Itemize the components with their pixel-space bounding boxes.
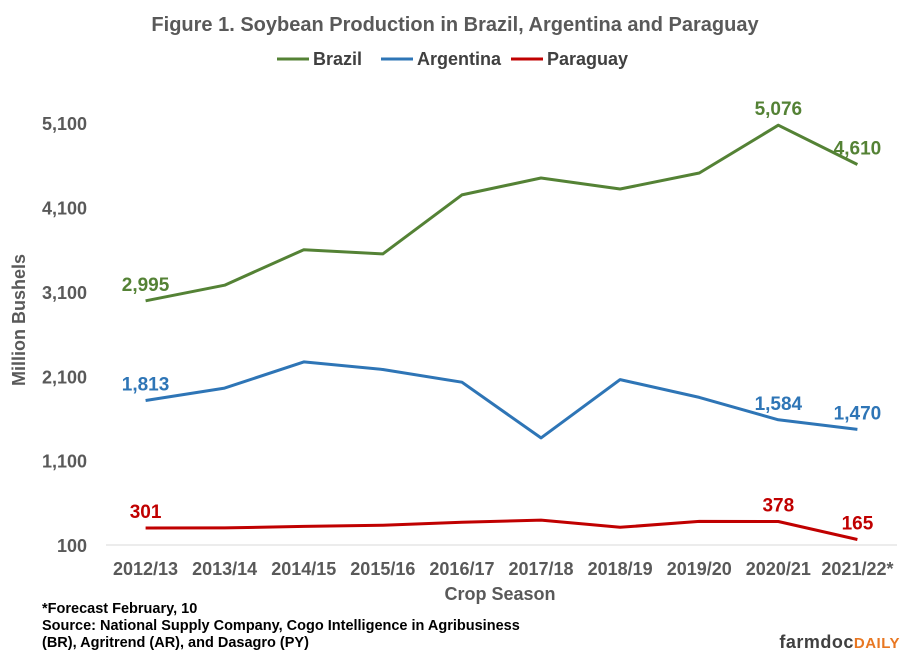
data-labels: 2,995 5,076 4,610 1,813 1,584 1,470 301 378 165 bbox=[122, 99, 881, 534]
legend: Brazil Argentina Paraguay bbox=[277, 49, 628, 69]
y-axis-title: Million Bushels bbox=[9, 254, 29, 386]
farmdoc-daily-logo: farmdocDAILY bbox=[779, 632, 900, 652]
y-tick-label: 5,100 bbox=[42, 114, 87, 134]
x-tick-label: 2016/17 bbox=[429, 559, 494, 579]
y-tick-label: 4,100 bbox=[42, 199, 87, 219]
y-axis-ticks: 100 1,100 2,100 3,100 4,100 5,100 bbox=[42, 114, 87, 556]
series-line-paraguay bbox=[145, 518, 858, 541]
x-tick-label: 2017/18 bbox=[509, 559, 574, 579]
x-axis-title: Crop Season bbox=[444, 584, 555, 604]
y-tick-label: 2,100 bbox=[42, 367, 87, 387]
x-tick-label: 2020/21 bbox=[746, 559, 811, 579]
series-lines bbox=[145, 123, 859, 541]
y-tick-label: 1,100 bbox=[42, 452, 87, 472]
data-label-paraguay: 165 bbox=[842, 514, 874, 535]
legend-label-paraguay: Paraguay bbox=[547, 49, 628, 69]
data-label-paraguay: 301 bbox=[130, 502, 162, 523]
x-tick-label: 2012/13 bbox=[113, 559, 178, 579]
data-label-brazil: 2,995 bbox=[122, 275, 170, 296]
x-tick-label: 2015/16 bbox=[350, 559, 415, 579]
x-tick-label: 2021/22* bbox=[821, 559, 893, 579]
data-label-brazil: 5,076 bbox=[755, 99, 803, 120]
chart-title: Figure 1. Soybean Production in Brazil, … bbox=[151, 14, 759, 36]
forecast-note: *Forecast February, 10 bbox=[42, 601, 198, 617]
x-tick-label: 2018/19 bbox=[588, 559, 653, 579]
y-tick-label: 3,100 bbox=[42, 283, 87, 303]
series-line-argentina bbox=[145, 360, 858, 440]
x-tick-label: 2013/14 bbox=[192, 559, 257, 579]
y-tick-label: 100 bbox=[57, 536, 87, 556]
source-note-continued: (BR), Agritrend (AR), and Dasagro (PY) bbox=[42, 635, 309, 651]
data-label-argentina: 1,470 bbox=[834, 403, 882, 424]
legend-label-brazil: Brazil bbox=[313, 49, 362, 69]
x-axis-ticks: 2012/13 2013/14 2014/15 2015/16 2016/17 2017/… bbox=[113, 559, 893, 579]
series-line-brazil bbox=[145, 123, 859, 303]
data-label-paraguay: 378 bbox=[762, 496, 794, 517]
data-label-argentina: 1,584 bbox=[755, 394, 803, 415]
legend-label-argentina: Argentina bbox=[417, 49, 502, 69]
data-label-brazil: 4,610 bbox=[834, 139, 882, 160]
x-tick-label: 2014/15 bbox=[271, 559, 336, 579]
source-note: Source: National Supply Company, Cogo In… bbox=[42, 618, 520, 634]
data-label-argentina: 1,813 bbox=[122, 374, 170, 395]
x-tick-label: 2019/20 bbox=[667, 559, 732, 579]
